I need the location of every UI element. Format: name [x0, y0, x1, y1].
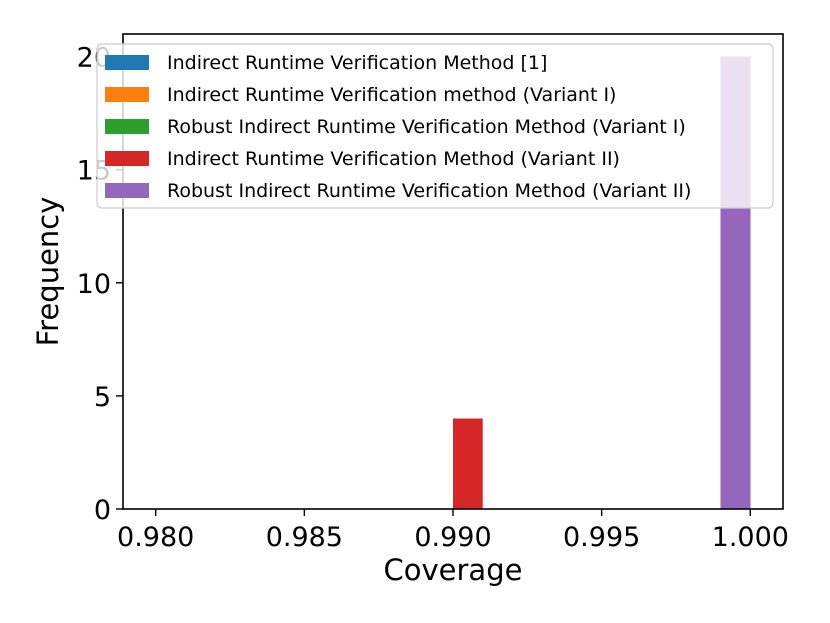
x-axis-ticks: 0.980 0.985 0.990 0.995 1.000 — [117, 509, 789, 553]
legend-label: Robust Indirect Runtime Verification Met… — [167, 116, 686, 138]
legend-label: Indirect Runtime Verification Method (Va… — [167, 148, 620, 170]
x-tick-label: 0.995 — [563, 522, 640, 553]
legend: Indirect Runtime Verification Method [1]… — [96, 43, 774, 209]
y-tick-label: 10 — [77, 269, 111, 300]
legend-swatch — [105, 119, 149, 134]
x-tick-label: 0.985 — [266, 522, 343, 553]
y-axis-label: Frequency — [31, 197, 65, 347]
legend-swatch — [105, 183, 149, 198]
legend-box — [96, 43, 774, 209]
y-tick-label: 5 — [94, 382, 111, 413]
legend-label: Indirect Runtime Verification Method [1] — [167, 52, 547, 74]
x-axis-label: Coverage — [384, 553, 523, 587]
legend-label: Indirect Runtime Verification method (Va… — [167, 84, 616, 106]
legend-swatch — [105, 87, 149, 102]
x-tick-label: 1.000 — [712, 522, 789, 553]
y-tick-label: 0 — [94, 495, 111, 526]
bar-series-4-bin-1 — [453, 418, 483, 509]
legend-swatch — [105, 151, 149, 166]
legend-label: Robust Indirect Runtime Verification Met… — [167, 180, 691, 202]
x-tick-label: 0.980 — [117, 522, 194, 553]
legend-swatch — [105, 55, 149, 70]
x-tick-label: 0.990 — [414, 522, 491, 553]
